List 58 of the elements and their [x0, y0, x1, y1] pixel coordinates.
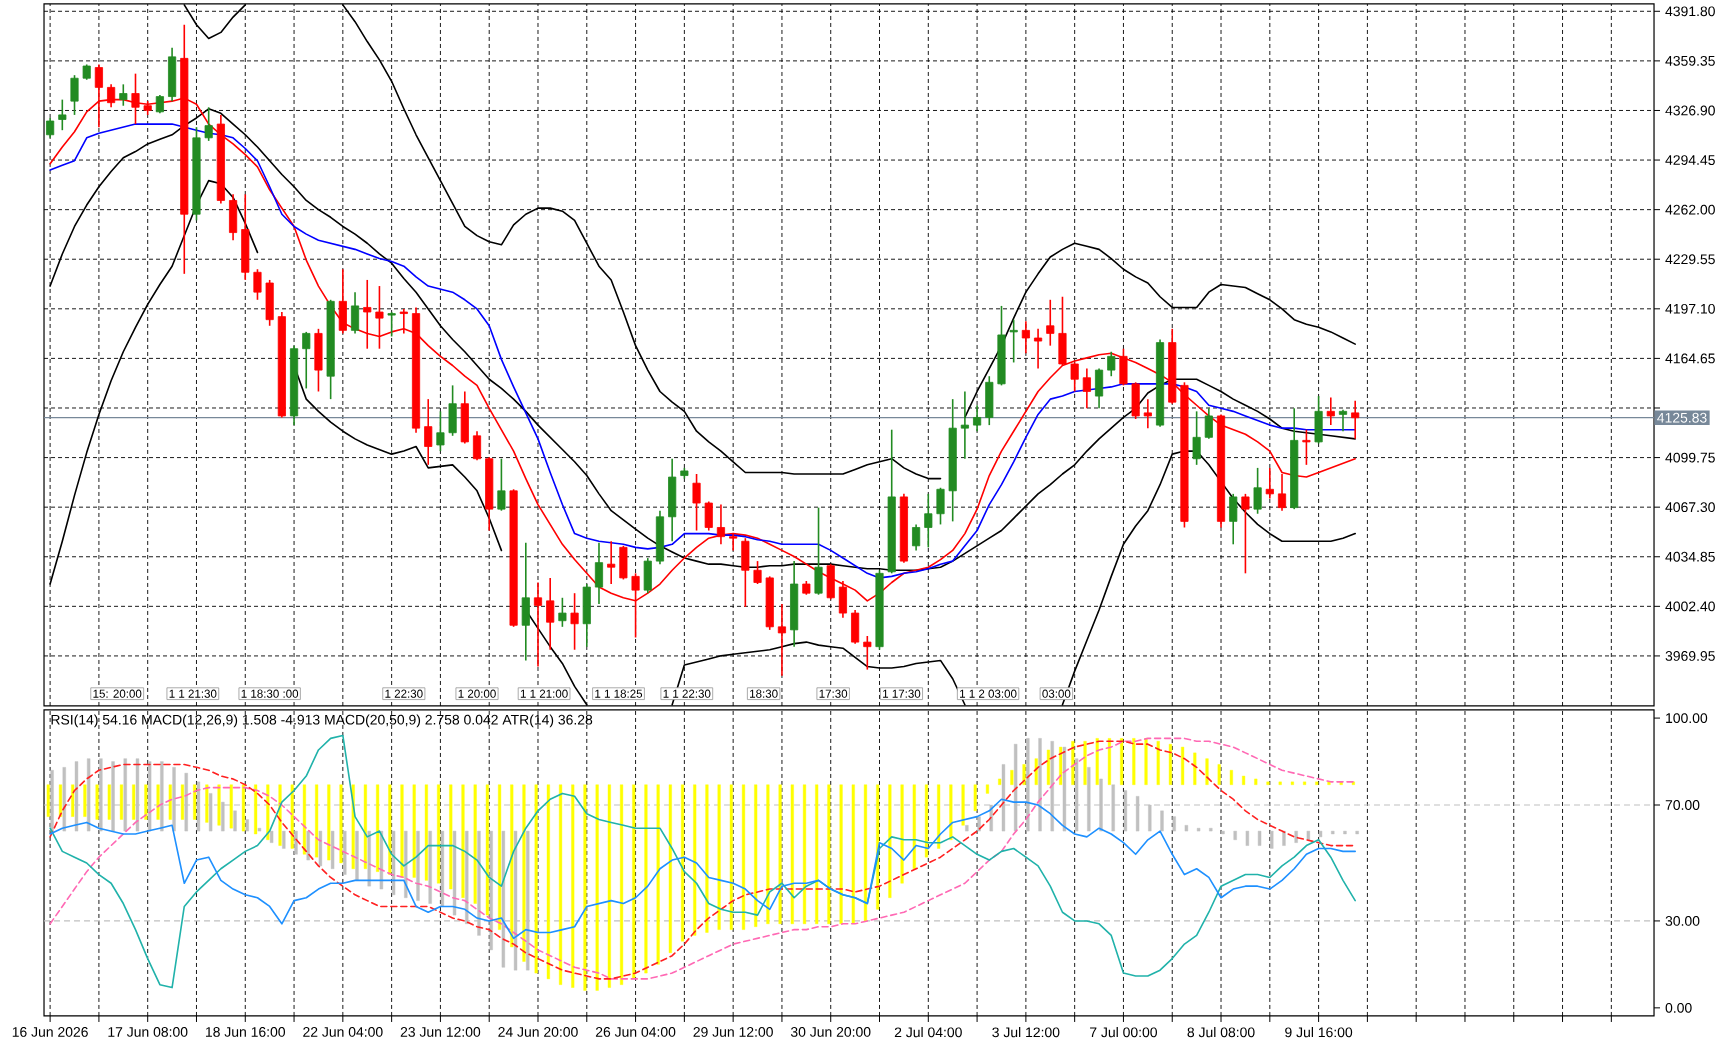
- candlestick: [1351, 399, 1360, 440]
- candlestick: [314, 328, 323, 393]
- candlestick: [1192, 410, 1201, 466]
- candlestick: [497, 457, 506, 512]
- candlestick: [1241, 493, 1250, 575]
- candlestick: [229, 193, 238, 242]
- candlestick: [1021, 320, 1030, 355]
- candlestick: [607, 540, 616, 585]
- candlestick: [594, 541, 604, 605]
- candlestick: [851, 609, 860, 645]
- candlestick: [119, 83, 128, 107]
- candlestick: [58, 98, 67, 131]
- candlestick: [46, 117, 55, 139]
- candlestick: [546, 577, 555, 651]
- candlestick: [338, 268, 347, 335]
- candlestick: [1095, 367, 1104, 410]
- candlestick: [1107, 350, 1116, 378]
- candlestick: [424, 398, 433, 466]
- candlestick: [863, 635, 872, 671]
- candlestick: [912, 523, 921, 552]
- candlestick: [472, 430, 482, 462]
- candlestick: [1253, 467, 1262, 515]
- candlestick: [302, 331, 311, 390]
- candlestick: [533, 581, 543, 668]
- candlestick: [387, 311, 396, 338]
- candlestick: [777, 603, 786, 677]
- candlestick: [1314, 395, 1323, 445]
- candlestick: [1204, 407, 1213, 440]
- candlestick: [1131, 381, 1140, 420]
- candlestick: [729, 532, 738, 552]
- candlestick: [399, 308, 408, 335]
- candlestick: [582, 583, 591, 648]
- candlestick: [790, 560, 799, 648]
- candlestick: [1338, 409, 1348, 433]
- candlestick: [1119, 347, 1128, 387]
- candlestick: [1326, 396, 1335, 426]
- candlestick: [1302, 428, 1311, 466]
- candlestick: [716, 503, 726, 546]
- candlestick: [655, 509, 665, 565]
- candlestick: [1277, 473, 1287, 512]
- candlestick: [570, 592, 579, 651]
- candlestick: [168, 46, 177, 102]
- candlestick: [1082, 367, 1091, 410]
- candlestick: [1143, 398, 1152, 429]
- candlestick: [960, 390, 969, 460]
- candlestick: [558, 596, 567, 628]
- candlestick: [1265, 467, 1274, 500]
- candlestick: [521, 541, 530, 662]
- candlestick: [814, 506, 823, 596]
- candlestick: [1009, 318, 1018, 364]
- candlestick: [643, 557, 652, 594]
- candlestick: [1229, 493, 1238, 546]
- candlestick: [350, 291, 360, 335]
- candlestick: [460, 390, 469, 445]
- candlestick: [70, 74, 79, 116]
- candlestick: [973, 404, 982, 433]
- candlestick: [1034, 328, 1043, 370]
- candlestick: [668, 457, 677, 543]
